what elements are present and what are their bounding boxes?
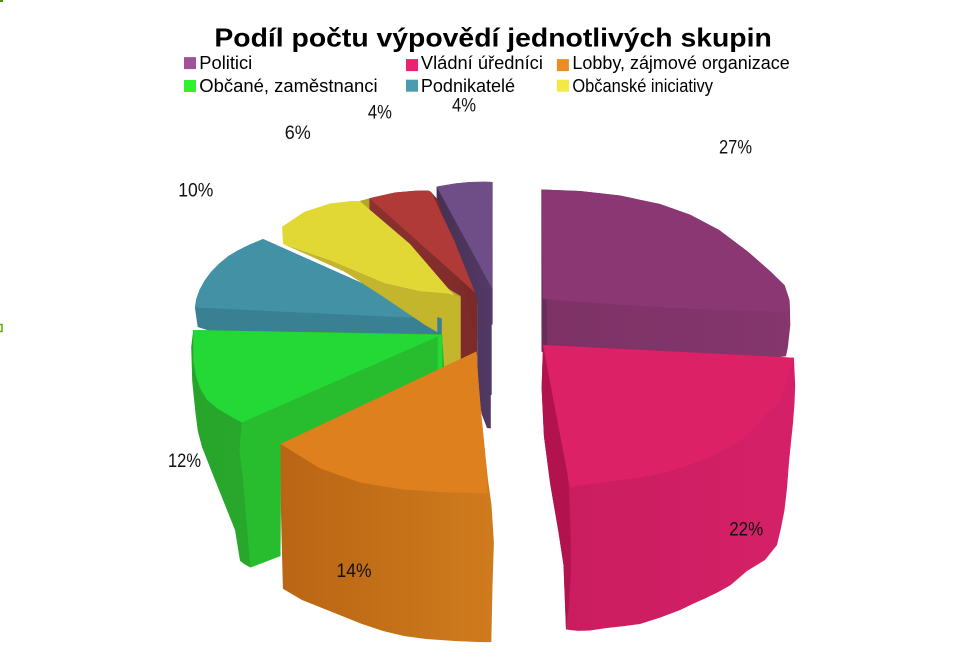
svg-text:Vládní úředníci: Vládní úředníci <box>421 53 543 73</box>
svg-text:12%: 12% <box>168 451 201 472</box>
svg-text:Podíl počtu výpovědí jednotliv: Podíl počtu výpovědí jednotlivých skupin <box>214 22 771 52</box>
svg-text:Lobby, zájmové organizace: Lobby, zájmové organizace <box>572 53 789 73</box>
svg-text:10%: 10% <box>178 181 213 202</box>
svg-text:Politici: Politici <box>199 53 252 73</box>
svg-text:Občanské iniciativy: Občanské iniciativy <box>572 76 713 96</box>
svg-text:4%: 4% <box>368 103 392 124</box>
svg-text:6%: 6% <box>285 123 311 144</box>
svg-text:22%: 22% <box>729 520 763 541</box>
svg-text:Občané, zaměstnanci: Občané, zaměstnanci <box>199 76 377 96</box>
svg-text:27%: 27% <box>719 138 752 159</box>
svg-text:14%: 14% <box>337 561 372 582</box>
svg-text:4%: 4% <box>452 96 476 117</box>
svg-text:Podnikatelé: Podnikatelé <box>421 76 515 96</box>
